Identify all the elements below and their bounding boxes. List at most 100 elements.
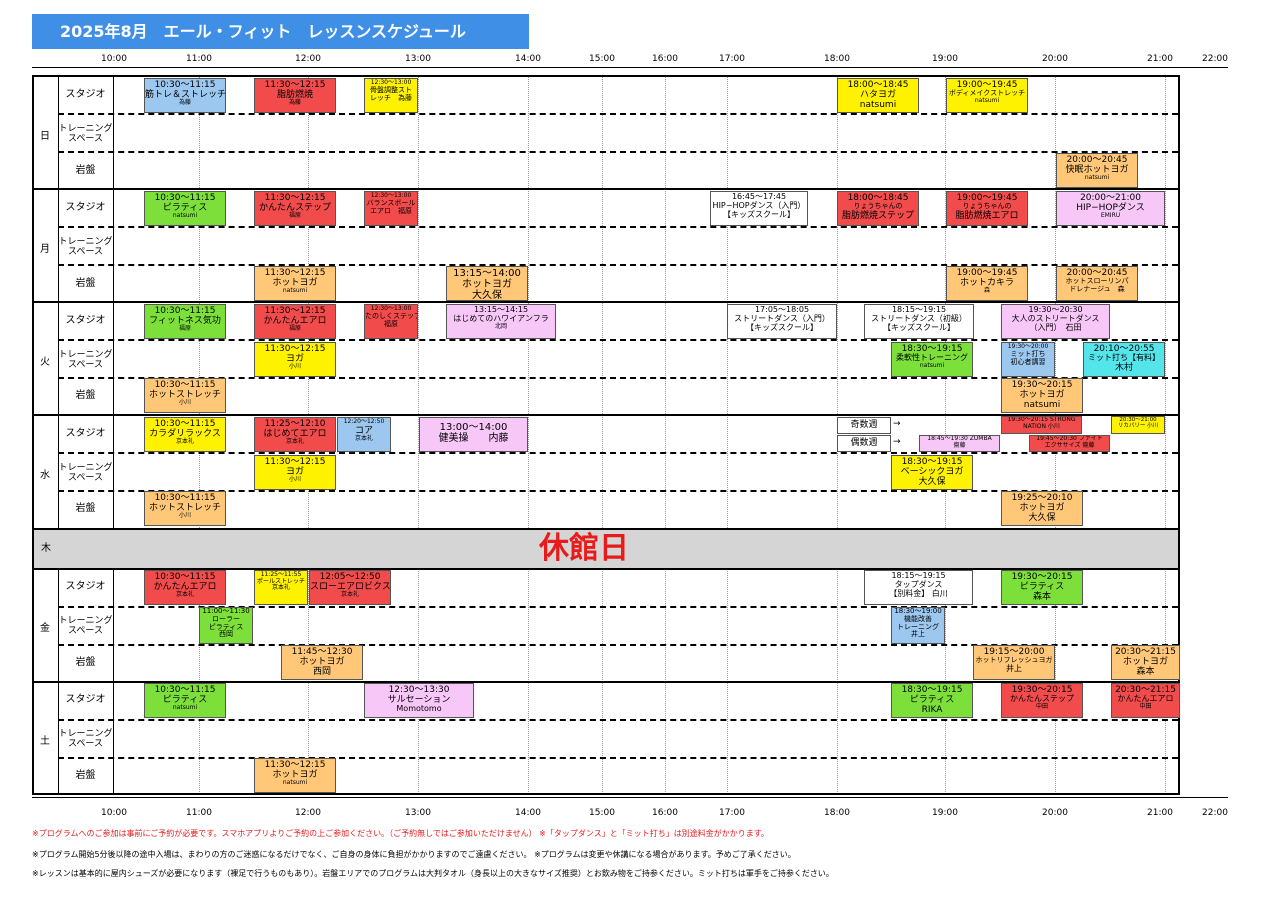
lesson-block[interactable]: 11:30〜12:15 ホットヨガ natsumi [254,266,336,301]
room-label-studio: スタジオ [65,202,106,213]
lesson-block[interactable]: 12:30〜13:00 骨盤調整スト レッチ 為藤 [364,78,418,113]
lesson-block[interactable]: 12:30〜13:00 バランスボール エアロ 福原 [364,191,418,226]
room-label-studio: スタジオ [65,428,106,439]
axis-line [32,67,1228,68]
lesson-block[interactable]: 12:20〜12:50 コア 京本礼 [337,417,391,452]
lesson-block[interactable]: 20:10〜20:55 ミット打ち【有料】 木村 [1083,342,1165,377]
arrow-icon: → [893,437,901,447]
lesson-block[interactable]: 12:30〜13:00 たのしくステップ 福原 [364,304,418,339]
lesson-block[interactable]: 10:30〜11:15 かんたんエアロ 京本礼 [144,570,226,605]
tick-label: 15:00 [589,808,615,818]
lesson-block[interactable]: 20:00〜21:00 HIP−HOPダンス EMIRU [1056,191,1165,226]
room-divider-line [58,757,1178,759]
room-divider-line [58,264,1178,266]
tick-label: 22:00 [1202,54,1228,64]
footer-note: ※プログラムへのご参加は事前にご予約が必要です。スマホアプリよりご予約の上ご参加… [32,829,769,838]
lesson-block[interactable]: 19:30〜20:15 かんたんステップ 中田 [1001,683,1083,718]
day-label-sun: 日 [40,131,50,142]
lesson-block[interactable]: 18:30〜19:00 機能改善 トレーニング 井上 [891,607,945,644]
lesson-block[interactable]: 19:30〜20:15 ホットヨガ natsumi [1001,378,1083,413]
lesson-block[interactable]: 19:30〜20:15 ピラティス 森本 [1001,570,1083,605]
tick-label: 13:00 [405,54,431,64]
lesson-block[interactable]: 20:00〜20:45 ホットスローリンパ ドレナージュ 森 [1056,266,1138,301]
lesson-block[interactable]: 20:30〜21:00 リカバリー 小川 [1111,416,1165,434]
lesson-block[interactable]: 19:30〜20:15 STRONG NATION 小川 [1001,416,1082,434]
lesson-block[interactable]: 11:30〜12:15 かんたんステップ 福原 [254,191,336,226]
lesson-block[interactable]: 11:45〜12:30 ホットヨガ 西岡 [281,645,363,680]
lesson-block[interactable]: 13:00〜14:00 健美操 内藤 [419,417,528,452]
room-label-training: トレーニング スペース [58,237,113,257]
lesson-block[interactable]: 18:30〜19:15 ピラティス RIKA [891,683,973,718]
lesson-block[interactable]: 10:30〜11:15 筋トレ＆ストレッチ 為藤 [144,78,226,113]
room-label-studio: スタジオ [65,581,106,592]
lesson-block[interactable]: 18:30〜19:15 ベーシックヨガ 大久保 [891,455,973,490]
tick-label: 10:00 [101,808,127,818]
lesson-block[interactable]: 20:00〜20:45 快眠ホットヨガ natsumi [1056,153,1138,188]
lesson-block[interactable]: 19:00〜19:45 ボディメイクストレッチ natsumi [946,78,1028,113]
lesson-block[interactable]: 11:25〜12:10 はじめてエアロ 京本礼 [254,417,336,452]
lesson-block[interactable]: 11:30〜12:15 脂肪燃焼 為藤 [254,78,336,113]
day-divider-line [32,568,1180,570]
even-week-label: 偶数週 [837,435,891,452]
lesson-block[interactable]: 19:25〜20:10 ホットヨガ 大久保 [1001,491,1083,526]
room-divider-line [58,151,1178,153]
lesson-block[interactable]: 11:30〜12:15 ヨガ 小川 [254,342,336,377]
lesson-block[interactable]: 11:30〜12:15 ホットヨガ natsumi [254,758,336,793]
lesson-block[interactable]: 10:30〜11:15 ホットストレッチ 小川 [144,378,226,413]
room-label-ganban: 岩盤 [75,503,96,514]
lesson-block[interactable]: 13:15〜14:00 ホットヨガ 大久保 [446,266,528,301]
lesson-block[interactable]: 11:00〜11:30 ローラー ピラティス 西岡 [199,607,253,644]
tick-label: 20:00 [1042,808,1068,818]
room-label-training: トレーニング スペース [58,729,113,749]
room-divider-line [58,719,1178,721]
lesson-block[interactable]: 19:30〜20:00 ミット打ち 初心者講習 [1001,342,1055,377]
room-label-training: トレーニング スペース [58,124,113,144]
hour-gridline [602,76,603,794]
lesson-block[interactable]: 19:15〜20:00 ホットリフレッシュヨガ 井上 [973,645,1055,680]
tick-label: 20:00 [1042,54,1068,64]
lesson-block[interactable]: 12:05〜12:50 スローエアロビクス 京本礼 [309,570,391,605]
lesson-block[interactable]: 18:45〜19:30 ZUMBA 齋藤 [919,435,1000,452]
room-divider-line [58,490,1178,492]
lesson-block[interactable]: 18:00〜18:45 ハタヨガ natsumi [837,78,919,113]
lesson-block[interactable]: 17:05〜18:05 ストリートダンス（入門） 【キッズスクール】 [727,304,837,339]
room-label-studio: スタジオ [65,89,106,100]
lesson-block[interactable]: 13:15〜14:15 はじめてのハワイアンフラ 北岡 [446,304,556,339]
lesson-block[interactable]: 16:45〜17:45 HIP−HOPダンス（入門） 【キッズスクール】 [710,191,808,226]
lesson-block[interactable]: 10:30〜11:15 ピラティス natsumi [144,683,226,718]
lesson-block[interactable]: 12:30〜13:30 サルセーション Momotomo [364,683,474,718]
lesson-block[interactable]: 18:30〜19:15 柔軟性トレーニング natsumi [891,342,973,377]
lesson-block[interactable]: 18:15〜19:15 タップダンス 【別料金】 白川 [864,570,973,605]
day-column-divider [58,76,59,794]
lesson-block[interactable]: 19:30〜20:30 大人のストリートダンス （入門） 石田 [1001,304,1110,339]
room-label-ganban: 岩盤 [75,390,96,401]
lesson-block[interactable]: 20:30〜21:15 かんたんエアロ 中田 [1111,683,1180,718]
lesson-block[interactable]: 19:00〜19:45 りょうちゃんの 脂肪燃焼エアロ [946,191,1028,226]
lesson-block[interactable]: 11:25〜11:55 ポールストレッチ 京本礼 [254,570,308,605]
tick-label: 19:00 [932,808,958,818]
day-label-fri: 金 [40,623,50,634]
room-divider-line [58,113,1178,115]
lesson-block[interactable]: 10:30〜11:15 カラダリラックス 京本礼 [144,417,226,452]
lesson-block[interactable]: 11:30〜12:15 ヨガ 小川 [254,455,336,490]
hour-gridline [665,76,666,794]
lesson-block[interactable]: 10:30〜11:15 フィットネス気功 福原 [144,304,226,339]
tick-label: 14:00 [515,808,541,818]
tick-label: 12:00 [295,808,321,818]
lesson-block[interactable]: 10:30〜11:15 ピラティス natsumi [144,191,226,226]
tick-label: 10:00 [101,54,127,64]
lesson-block[interactable]: 10:30〜11:15 ホットストレッチ 小川 [144,491,226,526]
thursday-closed-row: 木 休館日 [34,530,1178,568]
tick-label: 18:00 [824,808,850,818]
lesson-block[interactable]: 18:15〜19:15 ストリートダンス（初級） 【キッズスクール】 [864,304,974,339]
footer-note: ※プログラム開始5分後以降の途中入場は、まわりの方のご迷惑になるだけでなく、ご自… [32,850,796,859]
lesson-block[interactable]: 20:30〜21:15 ホットヨガ 森本 [1111,645,1180,680]
room-label-studio: スタジオ [65,315,106,326]
day-label-tue: 火 [40,357,50,368]
tick-label: 19:00 [932,54,958,64]
lesson-block[interactable]: 11:30〜12:15 かんたんエアロ 福原 [254,304,336,339]
lesson-block[interactable]: 18:00〜18:45 りょうちゃんの 脂肪燃焼ステップ [837,191,919,226]
room-label-training: トレーニング スペース [58,616,113,636]
lesson-block[interactable]: 19:00〜19:45 ホットカキラ森 [946,266,1028,301]
lesson-block[interactable]: 19:45〜20:30 ファイト エクササイズ 齋藤 [1029,435,1110,452]
